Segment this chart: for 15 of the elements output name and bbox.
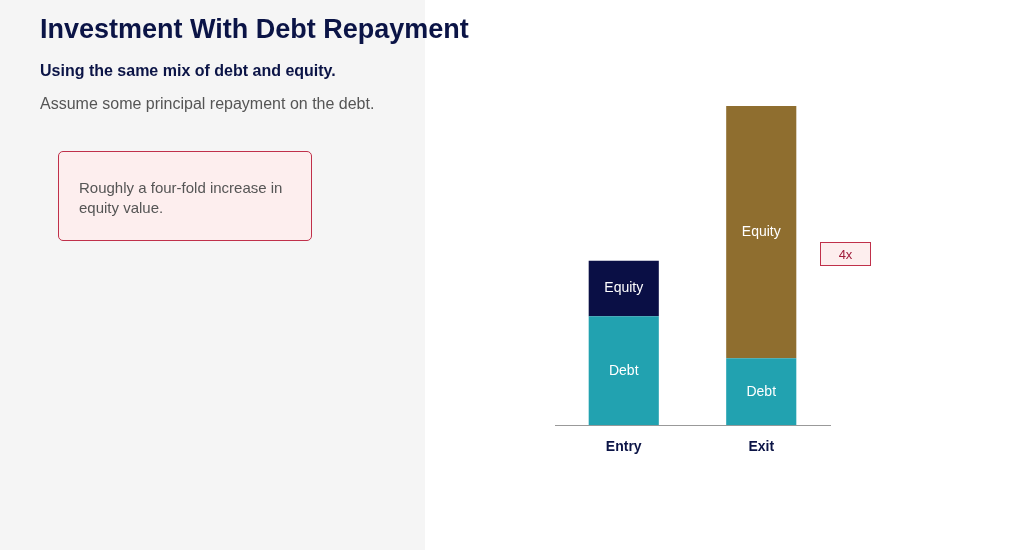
x-tick-label: Exit xyxy=(748,438,775,455)
bar xyxy=(726,358,797,426)
text: Using the same mix of debt and equity. xyxy=(40,62,336,80)
series-label: Equity xyxy=(604,279,644,296)
bar xyxy=(588,260,659,317)
text: Assume some principal repayment on the debt. xyxy=(40,95,375,113)
x-tick-label: Entry xyxy=(605,438,642,455)
text: Equity xyxy=(741,222,781,239)
text: 4x xyxy=(820,242,871,266)
text: Debt xyxy=(746,382,777,399)
series-label: Debt xyxy=(608,361,639,378)
text: Roughly a four-fold increase in equity value. xyxy=(58,151,312,241)
text: Investment With Debt Repayment xyxy=(40,14,469,45)
bar xyxy=(588,316,659,426)
bar xyxy=(726,106,797,359)
